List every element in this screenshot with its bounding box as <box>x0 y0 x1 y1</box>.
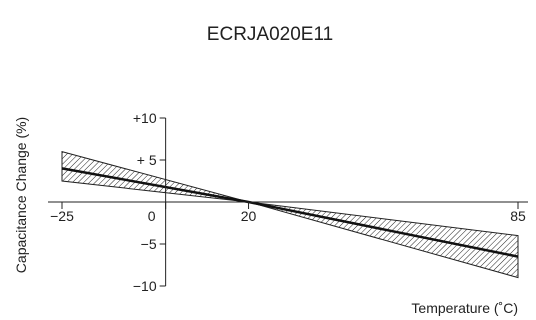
x-tick-label: 20 <box>241 208 257 224</box>
x-tick-label: −25 <box>50 208 74 224</box>
y-tick-label: + 5 <box>137 152 157 168</box>
y-tick-label: +10 <box>133 110 157 126</box>
y-axis-label: Capacitance Change (%) <box>13 117 29 273</box>
x-tick-label: 85 <box>510 208 526 224</box>
chart-title: ECRJA020E11 <box>207 24 333 45</box>
x-tick-label: 0 <box>148 208 156 224</box>
y-tick-label: −10 <box>133 278 157 294</box>
y-tick-label: −5 <box>141 236 157 252</box>
x-axis-label: Temperature (˚C) <box>411 300 518 316</box>
tolerance-band <box>61 150 519 279</box>
axis-ticks: −25 0 20 85 +10 + 5 −5 −10 <box>50 110 526 294</box>
